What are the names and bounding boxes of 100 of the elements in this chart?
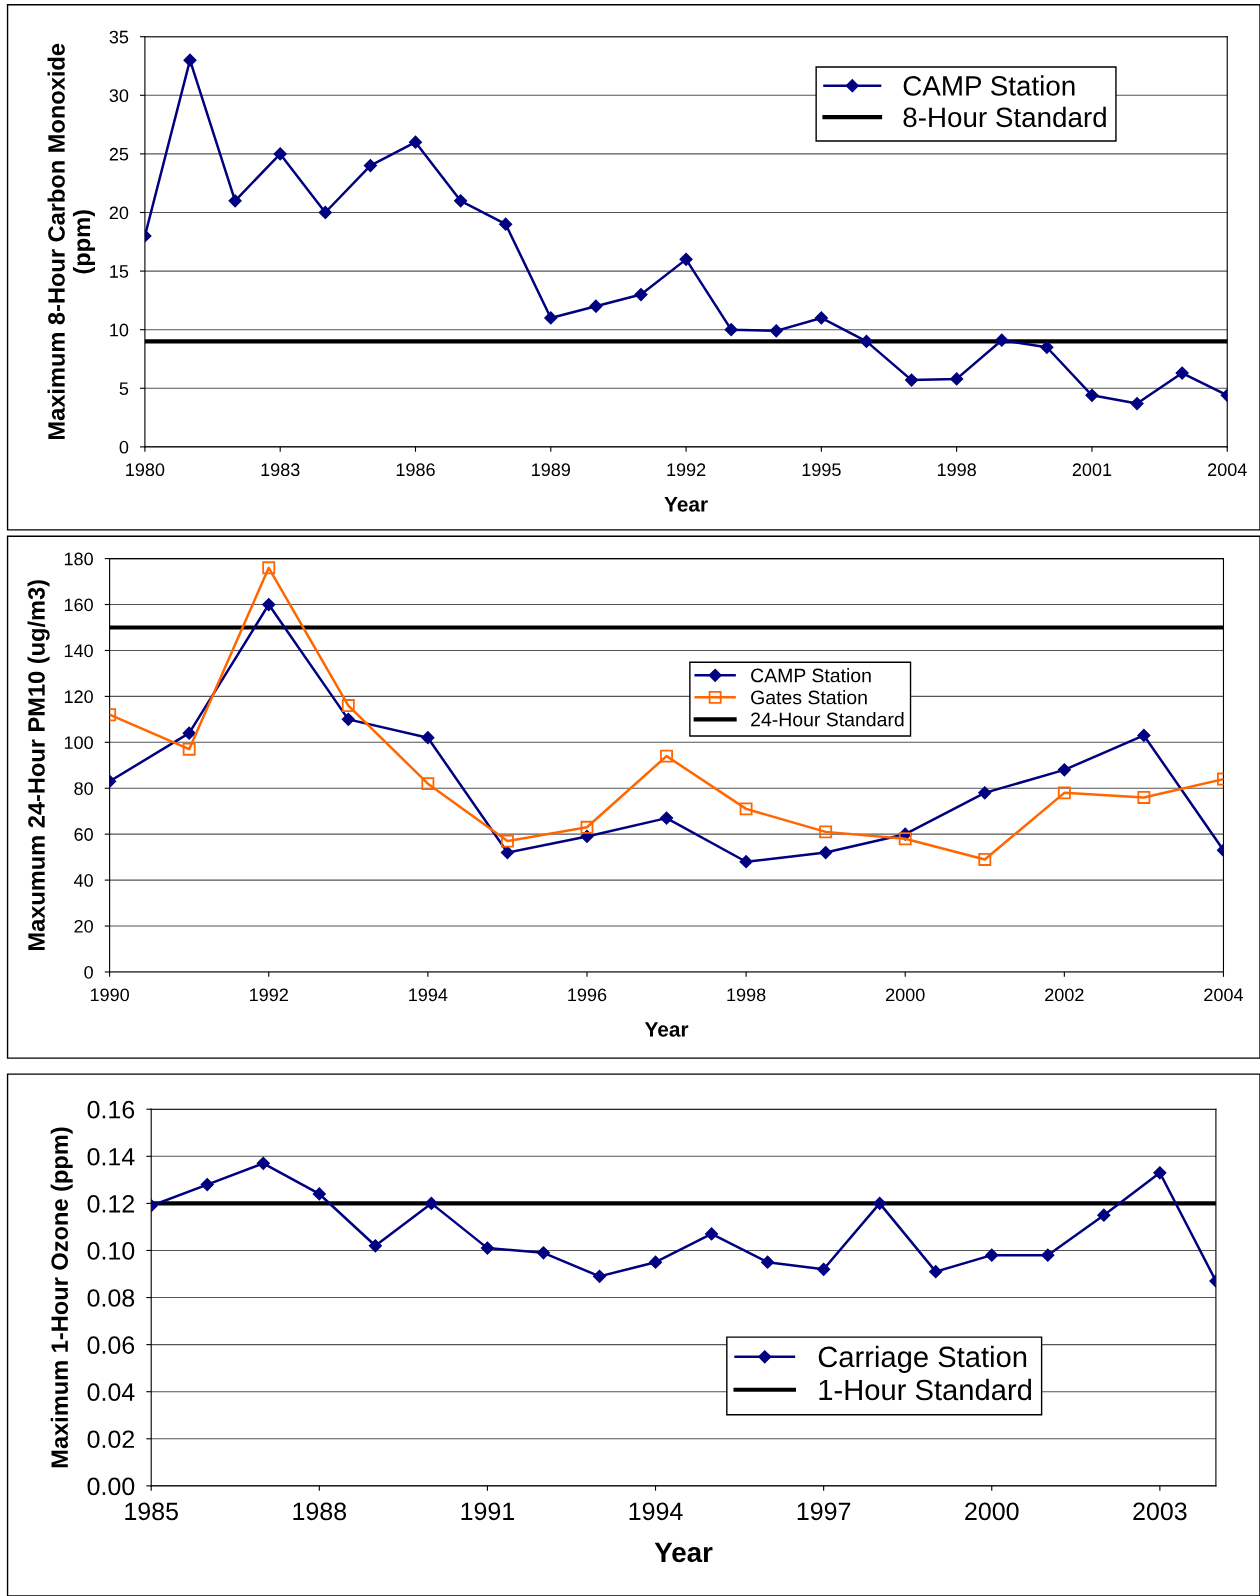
x-tick-label: 2002 (1045, 988, 1084, 1002)
point (819, 825, 833, 839)
point (544, 311, 558, 325)
y-tick-label: 5 (119, 382, 129, 395)
point (421, 731, 435, 745)
x-tick-label: 1995 (802, 463, 841, 477)
point (739, 802, 753, 816)
point (819, 845, 833, 860)
legend-label: 24-Hour Standard (751, 712, 904, 727)
point (1153, 1166, 1167, 1180)
point (200, 1177, 214, 1192)
x-tick-label: 2004 (1204, 988, 1244, 1002)
y-tick-label: 35 (109, 30, 129, 44)
x-axis-title: Year (654, 1542, 713, 1563)
legend-label: Carriage Station (818, 1345, 1027, 1374)
x-tick-label: 1988 (293, 1502, 347, 1521)
x-tick-label: 1985 (125, 1502, 178, 1521)
point (318, 205, 332, 220)
point (1097, 1208, 1111, 1222)
point (1085, 388, 1099, 402)
point (273, 147, 287, 161)
point (761, 1255, 775, 1269)
point (873, 1196, 887, 1210)
point (1130, 396, 1144, 411)
x-tick-label: 1996 (568, 988, 607, 1002)
point (500, 834, 514, 848)
x-tick-label: 1994 (629, 1502, 683, 1521)
point (704, 1227, 719, 1241)
point (817, 1262, 831, 1276)
point (648, 1255, 663, 1269)
point (659, 811, 674, 825)
y-tick-label: 15 (110, 265, 129, 278)
point (408, 135, 423, 149)
y-tick-label: 20 (74, 919, 93, 933)
point (341, 712, 355, 726)
y-tick-label: 140 (64, 644, 93, 658)
point (1057, 786, 1071, 800)
point (769, 324, 783, 338)
point (363, 159, 377, 173)
point (453, 194, 468, 208)
legend-label: Gates Station (751, 690, 867, 705)
point (536, 1246, 551, 1260)
x-tick-label: 2001 (1072, 463, 1112, 477)
point (978, 852, 992, 866)
y-tick-label: 0.14 (87, 1147, 135, 1166)
point (589, 299, 603, 313)
point (995, 333, 1009, 347)
y-axis-title: Maximum 8-Hour Carbon Monoxide (ppm) (47, 43, 95, 439)
x-tick-label: 1994 (409, 988, 448, 1002)
point (228, 194, 242, 208)
point (660, 749, 674, 763)
point (1041, 1248, 1055, 1262)
point (1175, 366, 1189, 380)
y-tick-label: 100 (64, 736, 93, 750)
x-tick-label: 1986 (396, 463, 435, 477)
x-tick-label: 1992 (250, 988, 288, 1002)
x-tick-label: 1992 (667, 463, 706, 477)
x-axis-title: Year (644, 1022, 689, 1037)
point (1137, 790, 1151, 804)
y-tick-label: 0.08 (87, 1289, 135, 1307)
y-tick-label: 160 (64, 598, 93, 612)
point (950, 372, 964, 386)
legend-label: CAMP Station (903, 75, 1075, 96)
point (1040, 340, 1054, 354)
point (904, 373, 919, 387)
x-tick-label: 1998 (727, 988, 766, 1002)
point (1137, 728, 1151, 743)
point (182, 742, 196, 756)
point (679, 252, 693, 266)
y-tick-label: 25 (109, 147, 129, 161)
point (341, 699, 355, 713)
x-tick-label: 1989 (532, 463, 571, 477)
y-tick-label: 30 (109, 89, 129, 103)
y-axis-title: Maximum 1-Hour Ozone (ppm) (50, 1127, 73, 1468)
point (592, 1269, 607, 1283)
point (312, 1187, 326, 1201)
x-tick-label: 2000 (965, 1502, 1019, 1521)
x-tick-label: 1980 (126, 463, 165, 477)
y-tick-label: 120 (64, 690, 93, 704)
y-tick-label: 0 (84, 965, 93, 979)
x-axis-title: Year (664, 497, 708, 512)
y-tick-label: 60 (74, 828, 93, 841)
x-tick-label: 1983 (261, 463, 300, 477)
point (580, 820, 594, 834)
point (256, 1156, 270, 1170)
x-tick-label: 1997 (797, 1502, 851, 1521)
y-tick-label: 40 (73, 874, 93, 887)
point (978, 786, 992, 800)
legend-label: 1-Hour Standard (819, 1378, 1031, 1401)
point (898, 832, 912, 846)
point (739, 855, 753, 869)
x-tick-label: 2004 (1208, 463, 1247, 477)
point (929, 1265, 943, 1279)
point (424, 1196, 438, 1210)
point (368, 1239, 382, 1253)
x-tick-label: 1991 (461, 1502, 515, 1521)
y-tick-label: 20 (109, 206, 129, 220)
point (183, 53, 197, 67)
y-tick-label: 180 (64, 552, 93, 566)
point (1057, 763, 1071, 777)
